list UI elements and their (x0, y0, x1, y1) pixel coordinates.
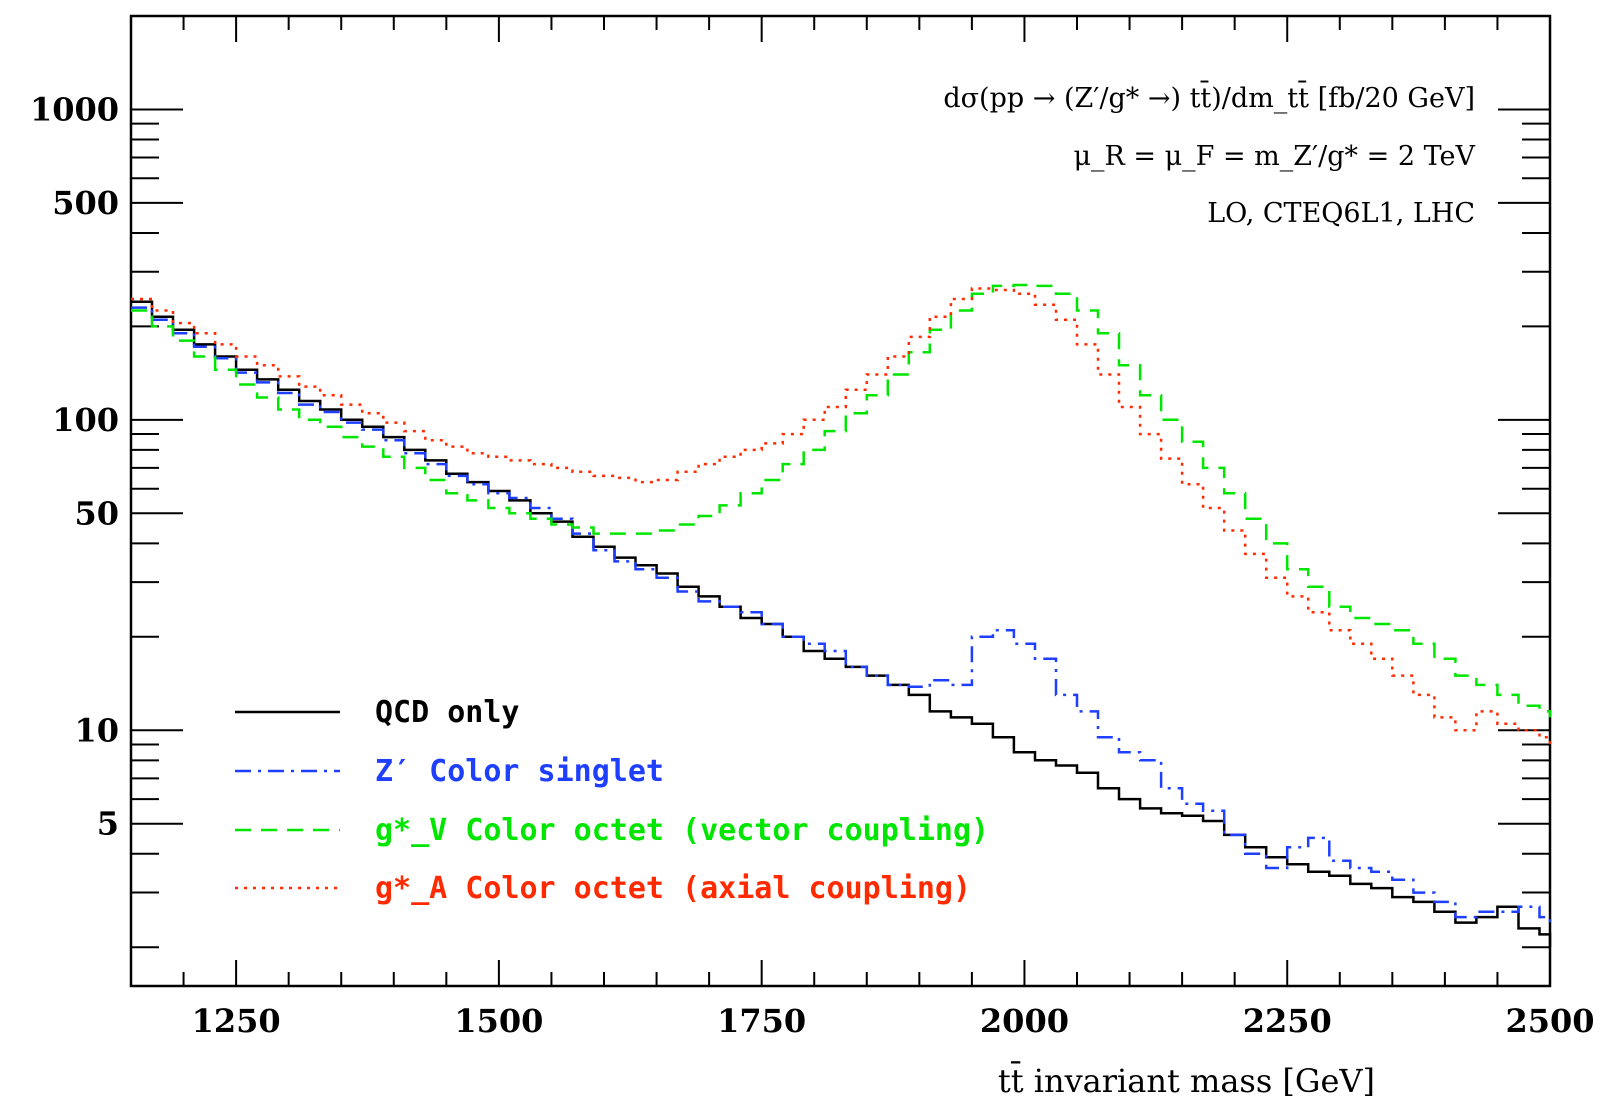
y-tick-label: 1000 (30, 90, 119, 128)
y-tick-label: 10 (74, 711, 119, 749)
annotation-block: dσ(pp → (Z′/g* →) tt̄)/dm_tt̄ [fb/20 GeV… (943, 79, 1475, 229)
series-line-0 (131, 300, 1552, 948)
annotation-line-2: μ_R = μ_F = m_Z′/g* = 2 TeV (1073, 141, 1475, 172)
tick-labels: 1250 1500 1750 2000 2250 2500 1000 500 100 50 10 5 (30, 90, 1595, 1040)
plot-frame (129, 14, 1552, 988)
legend-label-0: QCD only (375, 695, 520, 730)
annotation-line-3: LO, CTEQ6L1, LHC (1207, 198, 1475, 229)
x-tick-label: 2000 (980, 1002, 1069, 1040)
series-line-3 (131, 287, 1552, 745)
x-tick-label: 2500 (1505, 1002, 1594, 1040)
y-tick-label: 50 (74, 494, 119, 532)
x-tick-label: 1750 (717, 1002, 806, 1040)
legend: QCD only Z′ Color singlet g*_V Color octet… (235, 695, 989, 906)
x-tick-label: 2250 (1243, 1002, 1332, 1040)
axis-ticks (131, 15, 1551, 986)
x-tick-label: 1250 (192, 1002, 281, 1040)
x-axis-label: tt̄ invariant mass [GeV] (998, 1061, 1375, 1100)
legend-label-3: g*_A Color octet (axial coupling) (375, 871, 971, 906)
series-curves (131, 283, 1552, 948)
y-tick-label: 5 (97, 805, 119, 843)
series-line-1 (131, 306, 1552, 929)
legend-label-2: g*_V Color octet (vector coupling) (375, 813, 989, 848)
annotation-line-1: dσ(pp → (Z′/g* →) tt̄)/dm_tt̄ [fb/20 GeV… (943, 79, 1475, 114)
x-tick-label: 1500 (454, 1002, 543, 1040)
legend-label-1: Z′ Color singlet (375, 754, 664, 789)
y-tick-label: 100 (52, 401, 119, 439)
y-tick-label: 500 (52, 184, 119, 222)
series-line-2 (131, 283, 1552, 718)
